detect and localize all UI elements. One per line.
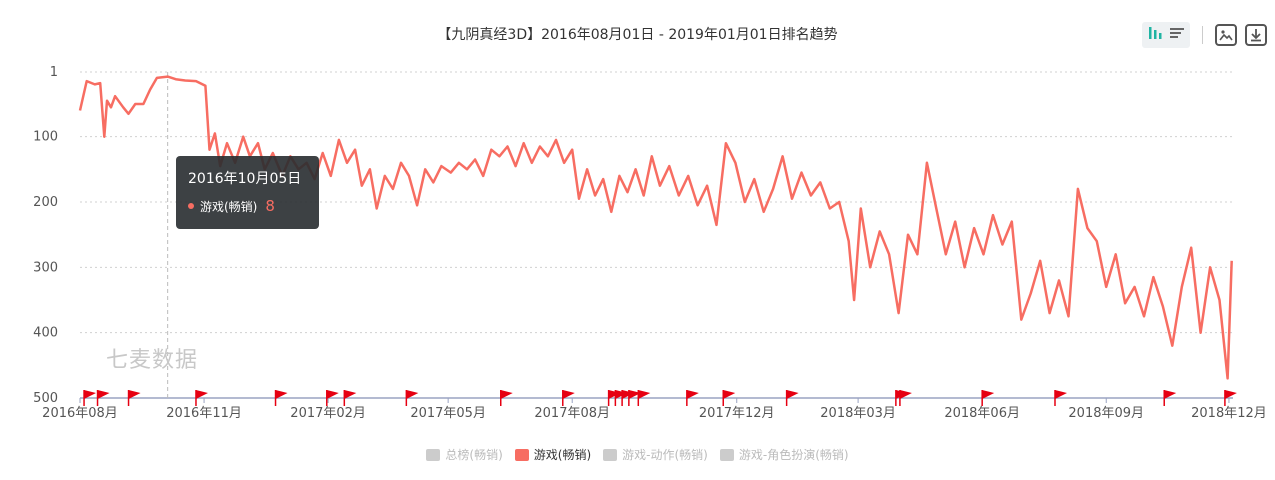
legend-swatch [719,448,734,461]
x-tick-label: 2016年11月 [166,406,242,421]
x-tick-label: 2018年06月 [944,406,1020,421]
legend-swatch [426,448,441,461]
tooltip-date: 2016年10月05日 [188,171,302,187]
watermark: 七麦数据 [106,348,199,373]
flag-marker [405,390,419,406]
flag-marker [499,390,513,406]
legend: 总榜(畅销) 游戏(畅销) 游戏-动作(畅销) 游戏-角色扮演(畅销) [0,446,1275,463]
legend-label: 游戏-动作(畅销) [622,448,708,462]
y-tick-label: 500 [33,391,58,406]
view-toggle [1142,22,1190,48]
tooltip-series-dot [188,203,194,209]
flag-marker [83,390,97,406]
chart-title: 【九阴真经3D】2016年08月01日 - 2019年01月01日排名趋势 [437,27,838,43]
image-download-icon[interactable] [1215,24,1237,46]
legend-label: 游戏-角色扮演(畅销) [738,448,849,462]
list-icon[interactable] [1168,24,1186,46]
y-tick-label: 200 [33,195,58,210]
x-tick-label: 2017年05月 [410,406,486,421]
legend-item-game-rpg[interactable]: 游戏-角色扮演(畅销) [719,446,849,463]
y-tick-label: 400 [33,326,58,341]
legend-label: 总榜(畅销) [445,448,503,462]
legend-label: 游戏(畅销) [533,448,592,462]
rank-line-chart: 1 100 200 300 400 500 2016年08月 2016年11月 2017年02… [33,65,1267,421]
y-tick-label: 100 [33,130,58,145]
flag-marker [1224,390,1237,406]
flag-marker [127,390,141,406]
tooltip-series-name: 游戏(畅销) [200,199,258,214]
flag-marker [1163,390,1177,406]
y-tick-label: 300 [33,260,58,275]
x-axis: 2016年08月 2016年11月 2017年02月 2017年05月 2017年08月… [42,397,1267,421]
legend-item-overall[interactable]: 总榜(畅销) [426,446,503,463]
flag-marker [785,390,799,406]
x-tick-label: 2018年09月 [1068,406,1144,421]
y-tick-label: 1 [50,65,58,80]
toolbar-divider [1202,26,1203,44]
legend-item-game-action[interactable]: 游戏-动作(畅销) [603,446,708,463]
flag-marker [1054,390,1067,406]
x-tick-label: 2017年08月 [534,406,610,421]
flag-marker [981,390,995,406]
flag-marker [686,390,699,406]
download-icon[interactable] [1245,24,1267,46]
tooltip-value: 8 [265,197,275,215]
flag-marker [326,390,339,406]
flag-marker [899,390,912,406]
bar-chart-icon[interactable] [1146,24,1164,46]
tooltip-row: 游戏(畅销) 8 [188,197,307,215]
x-tick-label: 2018年12月 [1191,406,1267,421]
flag-marker [343,390,357,406]
x-tick-label: 2016年08月 [42,406,118,421]
legend-item-game[interactable]: 游戏(畅销) [514,446,592,463]
y-axis: 1 100 200 300 400 500 [33,65,58,406]
x-tick-label: 2018年03月 [820,406,896,421]
flag-marker [195,390,208,406]
legend-swatch [603,448,618,461]
flag-marker [637,390,651,406]
x-tick-label: 2017年02月 [290,406,366,421]
flag-marker [562,390,575,406]
flag-marker [96,390,110,406]
tooltip: 2016年10月05日 游戏(畅销) 8 [176,156,319,229]
chart-toolbar [1142,22,1267,48]
flag-marker [274,390,288,406]
x-tick-label: 2017年12月 [699,406,775,421]
legend-swatch [514,448,529,461]
event-markers [83,390,1237,406]
flag-marker [722,390,736,406]
